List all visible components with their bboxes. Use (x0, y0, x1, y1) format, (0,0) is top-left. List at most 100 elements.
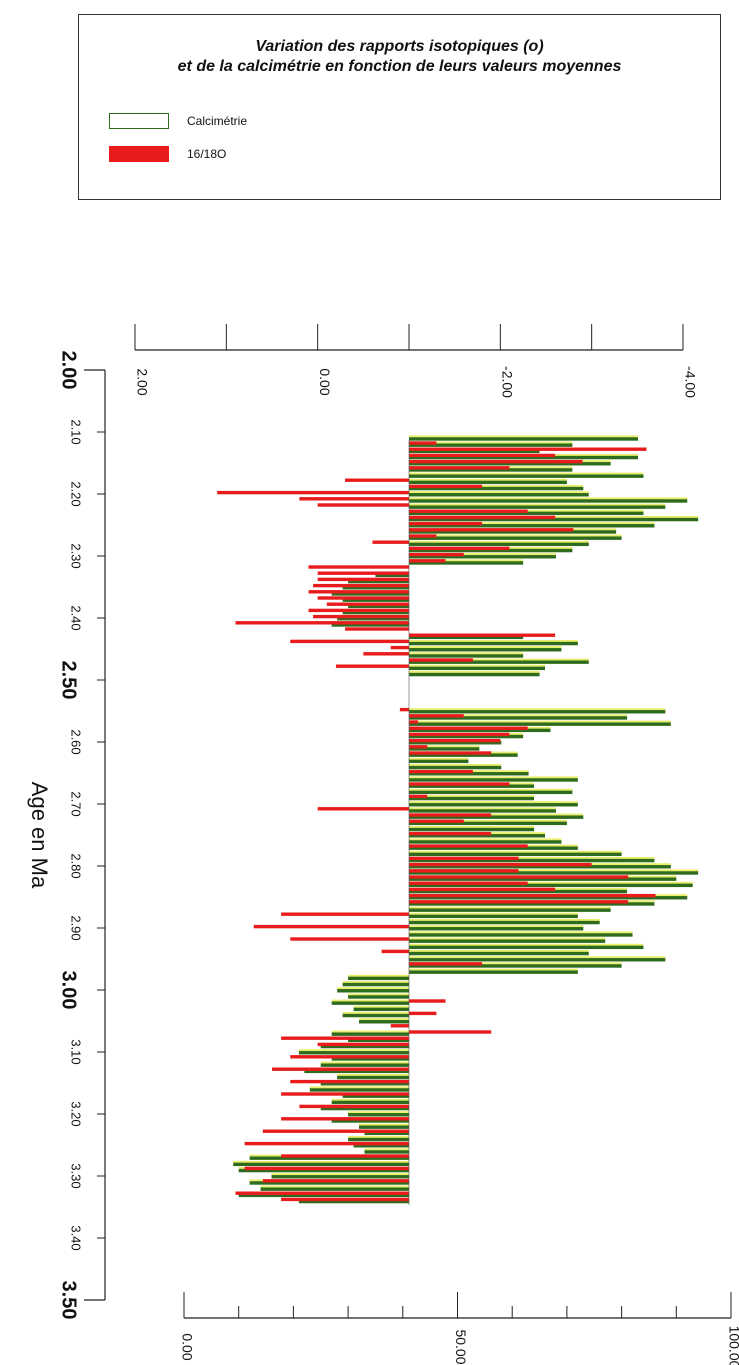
calcimetry-bar-halo (348, 1111, 409, 1114)
calcimetry-bar (348, 1137, 409, 1142)
calcimetry-bar-halo (320, 1061, 409, 1065)
isotope-bar (345, 478, 409, 482)
calcimetry-bar (409, 462, 611, 466)
calcimetry-bar-halo (409, 962, 622, 966)
calcimetry-bar (359, 1125, 409, 1129)
calcimetry-bar-halo (409, 522, 655, 525)
calcimetry-bar (409, 908, 611, 912)
calcimetry-bar-halo (409, 646, 562, 649)
isotope-bar (409, 726, 528, 730)
calcimetry-bar (409, 765, 502, 770)
calcimetry-bar (409, 722, 671, 726)
isotope-bar (409, 546, 510, 551)
isotope-bar (409, 887, 556, 892)
calcimetry-bar (348, 579, 409, 584)
isotope-bar (235, 1191, 409, 1195)
age-tick-label: 2.80 (69, 853, 84, 878)
legend-swatch-calcimetrie (109, 113, 169, 129)
calcimetry-bar-halo (409, 937, 606, 941)
calcimetry-bar (375, 573, 409, 578)
calcimetry-bar (331, 1119, 409, 1123)
calcimetry-bar (409, 741, 502, 745)
calcimetry-bar-halo (409, 943, 644, 947)
age-tick-label: 2.30 (69, 543, 84, 568)
calcimetry-bar (409, 970, 578, 974)
calcimetry-bar (348, 995, 409, 999)
isotope-bar (409, 633, 556, 637)
calcimetry-bar-halo (348, 993, 409, 997)
calcimetry-bar (409, 945, 644, 950)
isotope-bar (409, 453, 556, 458)
calcimetry-bar (409, 486, 584, 491)
calcimetry-bar-halo (409, 757, 469, 761)
calcimetry-bar (409, 542, 589, 547)
calcimetry-bar (409, 716, 628, 720)
calcimetry-bar (409, 759, 469, 764)
calcimetry-bar-halo (409, 826, 535, 829)
calcimetry-bar-halo (353, 1005, 409, 1009)
isotope-bar (390, 1024, 409, 1028)
isotope-bar (308, 608, 409, 613)
isotope-bar (299, 1104, 409, 1109)
calcimetry-bar-halo (409, 664, 546, 668)
calcimetry-bar-halo (409, 931, 633, 935)
calcimetry-bar (331, 1100, 409, 1105)
calcimetry-bar (409, 561, 524, 565)
calcimetry-bar (409, 827, 535, 832)
calcimetry-bar-halo (260, 1185, 409, 1189)
isotope-bar (409, 893, 656, 898)
calcimetry-bar (409, 871, 699, 875)
calcimetry-bar (409, 846, 578, 850)
calcimetry-bar-halo (409, 881, 693, 885)
calcimetry-bar (409, 933, 633, 937)
chart-title-line2: et de la calcimétrie en fonction de leur… (177, 58, 622, 75)
calcimetry-bar-halo (298, 1049, 409, 1052)
isotope-bar (290, 1079, 409, 1084)
calcimetry-bar (298, 1051, 409, 1055)
calcimetry-bar-halo (409, 788, 573, 792)
chart-title-line1: Variation des rapports isotopiques (o) (255, 38, 544, 55)
calcimetry-tick-label: 50.00 (453, 1329, 469, 1364)
calcimetry-bar (409, 672, 540, 677)
calcimetry-bar-halo (359, 1018, 409, 1021)
calcimetry-bar (409, 505, 666, 509)
isotope-bar (281, 1117, 409, 1121)
isotope-bar (409, 528, 574, 532)
isotope-bar (409, 751, 492, 755)
isotope-bar (399, 707, 409, 712)
calcimetry-bar-halo (409, 472, 644, 476)
calcimetry-bar (409, 511, 644, 516)
chart-title: Variation des rapports isotopiques (o) e… (79, 37, 720, 77)
calcimetry-bar (409, 920, 600, 925)
calcimetry-bar-halo (409, 838, 562, 842)
calcimetry-bar (409, 840, 562, 844)
calcimetry-bar-halo (409, 478, 567, 482)
calcimetry-bar (331, 1001, 409, 1005)
isotope-bar (299, 497, 409, 501)
age-tick-label: 3.50 (58, 1281, 80, 1320)
isotope-bar (317, 1042, 409, 1047)
isotope-bar (409, 658, 473, 662)
isotope-bar (262, 1179, 409, 1183)
calcimetry-bar (409, 951, 589, 956)
calcimetry-bar (409, 536, 622, 540)
calcimetry-bar (409, 747, 480, 751)
calcimetry-bar-halo (409, 925, 584, 928)
calcimetry-bar (353, 1007, 409, 1012)
isotope-bar (235, 621, 409, 625)
calcimetry-bar (409, 778, 578, 782)
isotope-bar (409, 459, 583, 464)
calcimetry-bar (409, 648, 562, 652)
calcimetry-bar (409, 803, 578, 807)
isotope-bar (409, 738, 501, 743)
calcimetry-bar (409, 455, 639, 460)
legend: Variation des rapports isotopiques (o) e… (78, 14, 721, 200)
isotope-bar (363, 652, 409, 656)
calcimetry-bar (364, 1150, 409, 1154)
calcimetry-bar (320, 1063, 409, 1067)
calcimetry-bar-halo (359, 1123, 409, 1127)
legend-label-isotope: 16/18O (187, 147, 227, 161)
age-axis-title: Age en Ma (27, 782, 52, 889)
calcimetry-bar-halo (409, 435, 639, 439)
isotope-bar (244, 1141, 409, 1146)
